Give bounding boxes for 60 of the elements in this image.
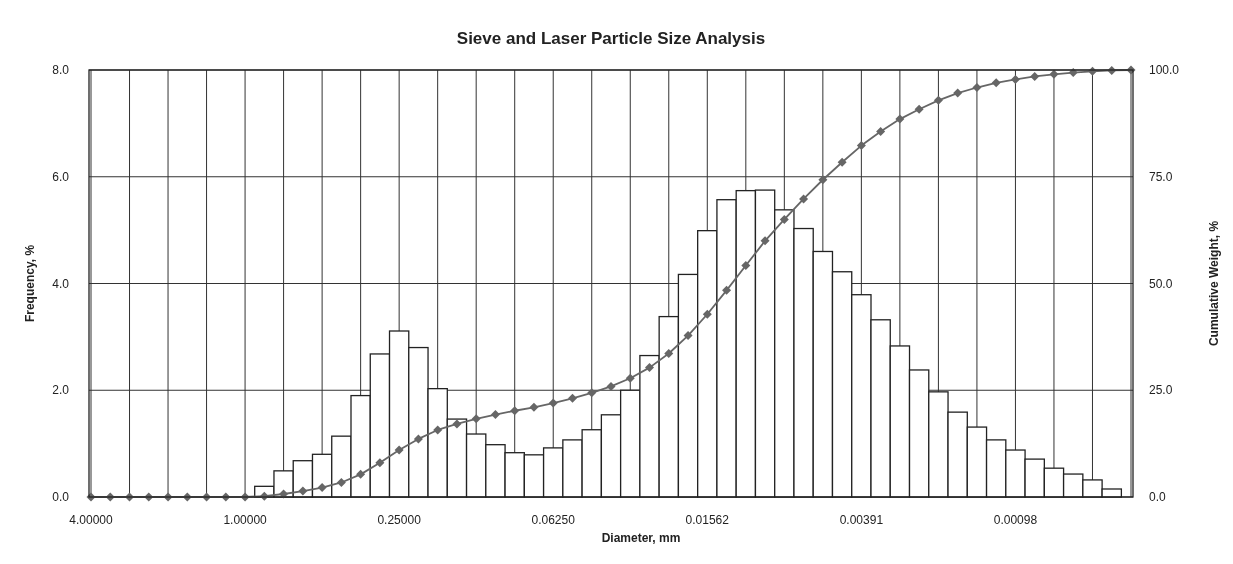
point bbox=[1010, 74, 1020, 84]
x-tick-label: 4.00000 bbox=[69, 513, 114, 527]
point bbox=[452, 419, 462, 429]
point bbox=[760, 236, 770, 246]
point bbox=[779, 214, 789, 224]
point bbox=[548, 398, 558, 408]
point bbox=[799, 194, 809, 204]
point bbox=[336, 477, 346, 487]
point bbox=[529, 402, 539, 412]
point bbox=[645, 363, 655, 373]
y2-tick-label: 0.0 bbox=[1149, 490, 1167, 504]
point bbox=[741, 261, 751, 271]
point bbox=[317, 483, 327, 493]
y2-tick-label: 75.0 bbox=[1149, 169, 1173, 184]
point bbox=[606, 381, 616, 391]
point bbox=[972, 83, 982, 93]
y-tick-label: 8.0 bbox=[52, 63, 70, 77]
point bbox=[587, 388, 597, 398]
point bbox=[394, 445, 404, 455]
point bbox=[471, 414, 481, 424]
point bbox=[567, 393, 577, 403]
y-tick-label: 6.0 bbox=[52, 169, 70, 184]
point bbox=[991, 78, 1001, 88]
y-tick-label: 0.0 bbox=[52, 490, 70, 504]
x-tick-label: 0.25000 bbox=[377, 513, 422, 527]
point bbox=[933, 95, 943, 105]
y-tick-label: 2.0 bbox=[52, 383, 70, 398]
point bbox=[683, 331, 693, 341]
point bbox=[856, 141, 866, 151]
point bbox=[625, 373, 635, 383]
point bbox=[722, 285, 732, 295]
point bbox=[490, 410, 500, 420]
point bbox=[413, 434, 423, 444]
point bbox=[510, 406, 520, 416]
point bbox=[375, 458, 385, 468]
y2-tick-label: 50.0 bbox=[1149, 276, 1173, 291]
y2-axis-title: Cumulative Weight, % bbox=[1207, 220, 1221, 347]
point bbox=[895, 114, 905, 124]
x-tick-label: 1.00000 bbox=[223, 513, 268, 527]
point bbox=[702, 309, 712, 319]
point bbox=[664, 349, 674, 359]
y-axis-title: Frequency, % bbox=[23, 244, 37, 323]
x-tick-label: 0.01562 bbox=[685, 513, 730, 527]
y-tick-label: 4.0 bbox=[52, 276, 70, 291]
point bbox=[876, 126, 886, 136]
y2-tick-label: 100.0 bbox=[1149, 63, 1180, 77]
point bbox=[818, 175, 828, 185]
point bbox=[914, 104, 924, 114]
point bbox=[1030, 71, 1040, 81]
y2-tick-label: 25.0 bbox=[1149, 383, 1173, 398]
point bbox=[953, 88, 963, 98]
x-axis-title: Diameter, mm bbox=[601, 531, 681, 545]
point bbox=[298, 486, 308, 496]
chart-title: Sieve and Laser Particle Size Analysis bbox=[456, 29, 766, 48]
x-tick-label: 0.06250 bbox=[531, 513, 576, 527]
point bbox=[433, 425, 443, 435]
point bbox=[356, 469, 366, 479]
x-tick-label: 0.00098 bbox=[993, 513, 1038, 527]
x-tick-label: 0.00391 bbox=[839, 513, 884, 527]
point bbox=[837, 157, 847, 167]
